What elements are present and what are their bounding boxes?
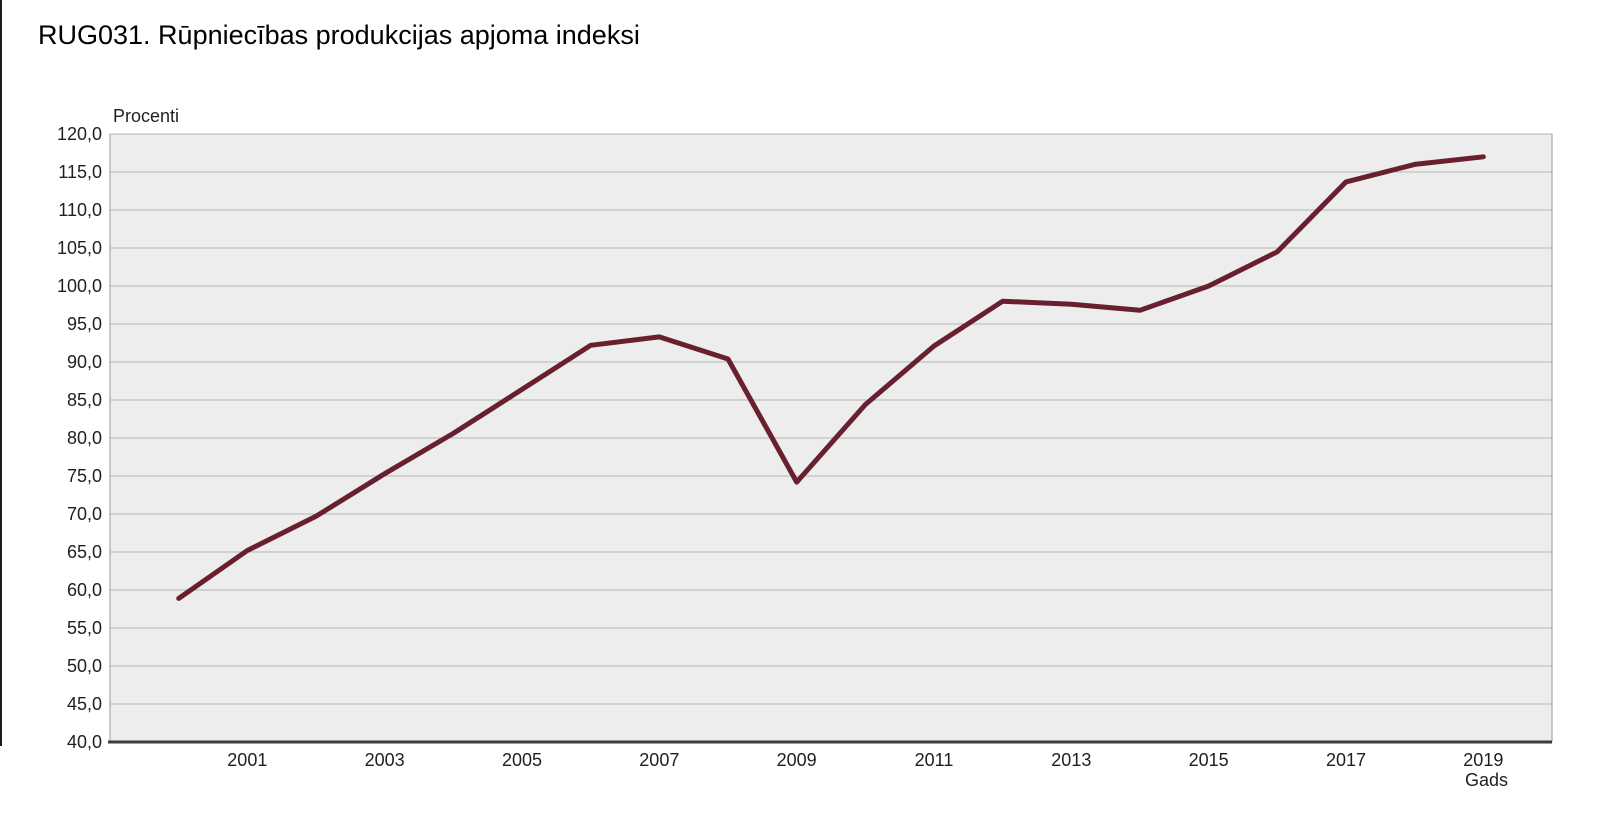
page-title: RUG031. Rūpniecības produkcijas apjoma i…: [38, 20, 640, 50]
y-axis-title: Procenti: [113, 106, 180, 126]
x-tick-label: 2019: [1463, 750, 1503, 770]
data-line: [176, 154, 1486, 601]
y-tick-label: 110,0: [58, 200, 102, 220]
x-tick-label: 2017: [1326, 750, 1366, 770]
y-tick-label: 75,0: [67, 466, 102, 486]
y-tick-label: 80,0: [67, 428, 102, 448]
y-tick-label: 60,0: [67, 580, 102, 600]
x-axis-title: Gads: [1464, 770, 1508, 790]
x-tick-label: 2005: [502, 750, 542, 770]
y-tick-label: 55,0: [67, 618, 102, 638]
y-tick-label: 90,0: [67, 352, 102, 372]
y-tick-label: 65,0: [67, 542, 102, 562]
y-tick-label: 70,0: [67, 504, 102, 524]
y-tick-label: 85,0: [67, 390, 102, 410]
y-tick-label: 115,0: [58, 162, 102, 182]
y-tick-label: 45,0: [67, 694, 102, 714]
x-tick-label: 2003: [365, 750, 405, 770]
y-tick-label: 105,0: [57, 238, 102, 258]
y-tick-label: 120,0: [57, 124, 102, 144]
x-tick-label: 2011: [915, 750, 954, 770]
x-tick-label: 2007: [639, 750, 679, 770]
y-tick-label: 100,0: [57, 276, 102, 296]
y-tick-label: 95,0: [67, 314, 102, 334]
x-tick-label: 2009: [777, 750, 817, 770]
y-tick-label: 40,0: [67, 732, 102, 752]
y-tick-label: 50,0: [67, 656, 102, 676]
x-tick-label: 2001: [227, 750, 267, 770]
window-left-edge: [0, 0, 2, 746]
x-tick-label: 2013: [1051, 750, 1091, 770]
x-tick-label: 2015: [1189, 750, 1229, 770]
